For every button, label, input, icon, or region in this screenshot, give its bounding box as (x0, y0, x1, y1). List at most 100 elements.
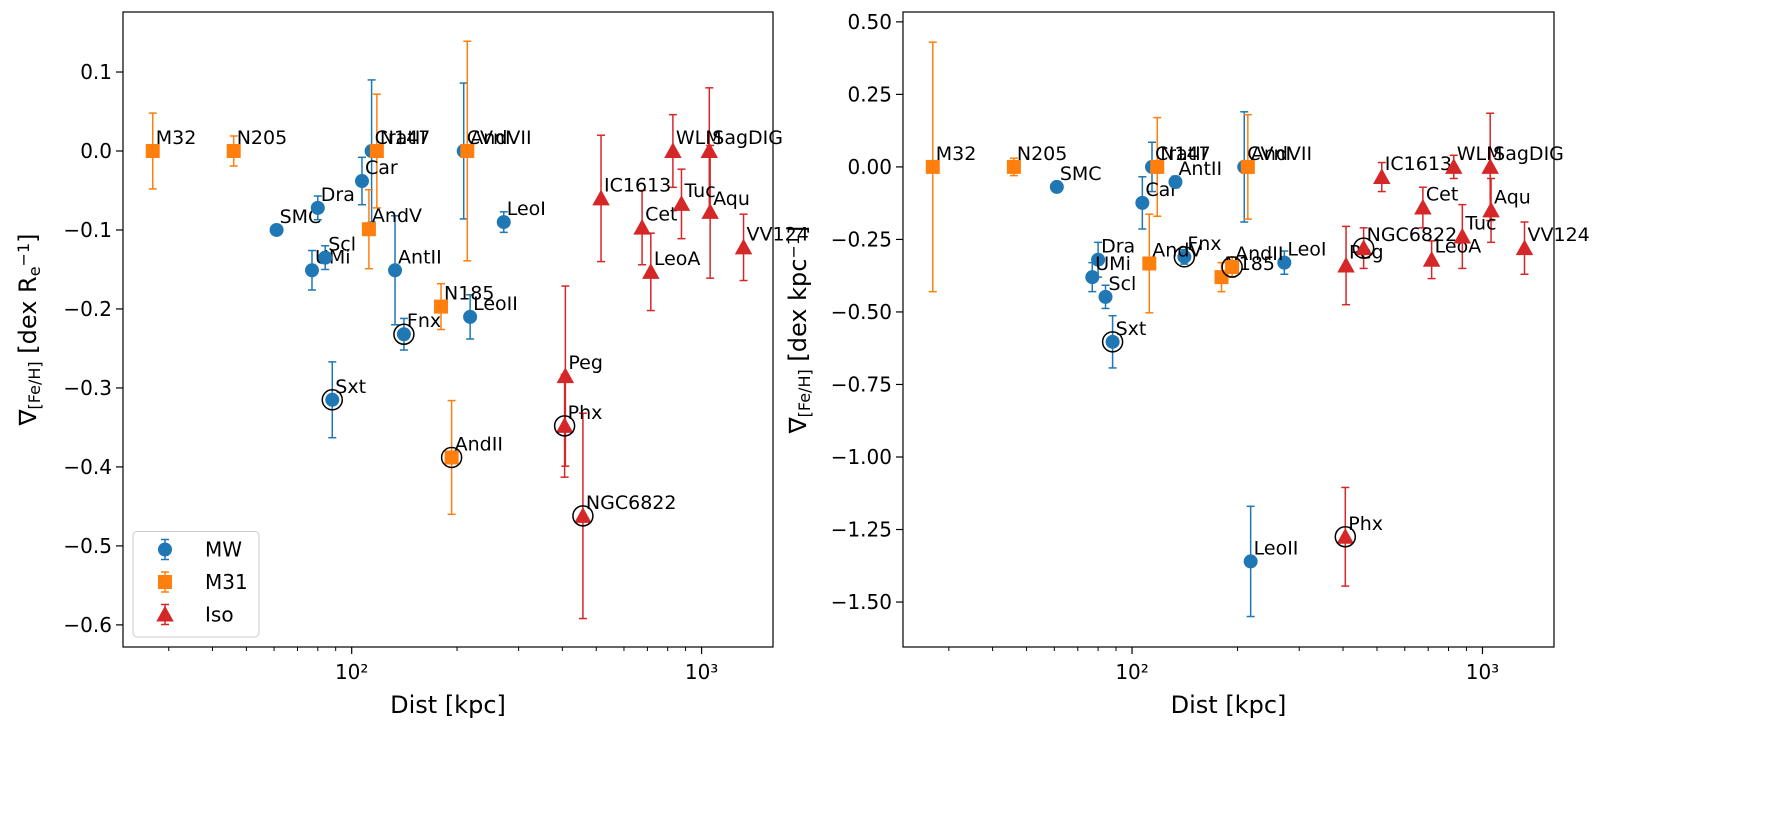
point (1098, 289, 1113, 304)
point-label: AndII (455, 433, 503, 455)
y-axis-label-part: [dex R (14, 276, 42, 361)
point (633, 218, 651, 235)
point-label: CVnI (467, 127, 511, 149)
point-label: Cet (1426, 184, 1458, 206)
point (1177, 249, 1192, 264)
y-axis-label-part: ] (14, 233, 42, 242)
point (1085, 270, 1100, 285)
point-label: LeoI (1287, 239, 1326, 261)
y-tick-label: −0.25 (831, 227, 892, 251)
point (734, 238, 753, 255)
point-label: Cet (645, 204, 677, 226)
point-label: WLM (676, 127, 722, 149)
x-tick-label: 10³ (685, 660, 718, 684)
point-label: M32 (156, 127, 197, 149)
point-label: UMi (1095, 253, 1131, 275)
point-label: SMC (280, 206, 322, 228)
point-label: NGC6822 (586, 492, 677, 514)
y-tick-label: −0.4 (63, 455, 112, 479)
y-tick-label: −0.75 (831, 372, 892, 396)
point-label: Phx (1348, 513, 1383, 535)
point-label: VV124 (1527, 224, 1589, 246)
point (226, 144, 241, 159)
point-label: N205 (237, 127, 287, 149)
point-label: Phx (568, 402, 603, 424)
y-tick-label: 0.1 (80, 60, 112, 84)
y-tick-label: 0.25 (847, 82, 892, 106)
point (642, 263, 660, 279)
y-axis-label: ∇[Fe/H] [dex kpc−1] (784, 226, 814, 435)
y-tick-label: −0.6 (63, 613, 112, 637)
point-label: LeoI (507, 198, 546, 220)
y-axis-label-part: −1 (784, 235, 803, 259)
point-label: N147 (380, 127, 430, 149)
point (701, 203, 719, 219)
y-tick-label: 0.0 (80, 139, 112, 163)
point-label: Aqu (1494, 186, 1531, 208)
point (1354, 239, 1373, 256)
point (1336, 528, 1355, 544)
x-tick-label: 10² (1115, 660, 1148, 684)
point-label: Fnx (407, 310, 441, 332)
point (1277, 255, 1292, 270)
point (1422, 250, 1441, 267)
point (460, 144, 475, 159)
y-axis-label-part: ∇ (14, 409, 42, 427)
highlight-ring (1334, 526, 1357, 548)
point-label: Tuc (1464, 213, 1496, 235)
point-label: IC1613 (1385, 153, 1452, 175)
highlight-ring (553, 415, 576, 437)
point-label: Dra (321, 184, 355, 206)
point-label: AntII (1178, 158, 1222, 180)
x-axis-label: Dist [kpc] (390, 691, 506, 719)
legend-marker (156, 605, 174, 622)
y-axis-label-part: ∇ (784, 416, 812, 434)
point (1168, 174, 1183, 189)
point-label: SagDIG (1493, 143, 1564, 165)
point-label: WLM (1457, 143, 1503, 165)
point (434, 299, 449, 314)
point (1142, 256, 1157, 271)
y-axis-label-part: [dex kpc (784, 259, 812, 370)
point (1243, 554, 1258, 569)
point (672, 195, 691, 211)
point (496, 215, 511, 230)
point-label: CVnI (1247, 143, 1291, 165)
point (1091, 252, 1106, 267)
x-axis-label: Dist [kpc] (1171, 691, 1287, 719)
point-label: Scl (328, 234, 356, 256)
point-label: CratII (375, 127, 426, 149)
legend-marker (158, 542, 172, 557)
point (1150, 159, 1165, 174)
point (1049, 179, 1064, 194)
point (145, 144, 160, 159)
x-tick-label: 10³ (1466, 660, 1499, 684)
highlight-ring (1352, 237, 1375, 259)
point-label: N205 (1017, 143, 1067, 165)
point (388, 263, 403, 278)
plot-area (928, 41, 1529, 618)
point (700, 142, 719, 159)
point-label: Sxt (1116, 318, 1147, 340)
y-tick-label: −0.2 (63, 297, 112, 321)
point (925, 159, 940, 174)
highlight-ring (440, 446, 463, 469)
point (269, 222, 284, 237)
point (325, 392, 340, 407)
point-label: Scl (1109, 273, 1137, 295)
y-axis-label-part: [Fe/H] (25, 361, 44, 409)
axes-frame (122, 11, 774, 648)
point (592, 189, 610, 206)
point-label: AndV (372, 205, 422, 227)
y-axis-label-part: ] (784, 226, 812, 235)
point-label: NGC6822 (1367, 224, 1458, 246)
y-tick-label: 0.00 (847, 155, 892, 179)
point (1337, 256, 1355, 273)
point (369, 144, 384, 159)
y-tick-label: −0.50 (831, 300, 892, 324)
highlight-ring (321, 389, 344, 411)
point-label: N147 (1160, 143, 1210, 165)
point (463, 309, 478, 324)
axes-frame (902, 11, 1555, 648)
